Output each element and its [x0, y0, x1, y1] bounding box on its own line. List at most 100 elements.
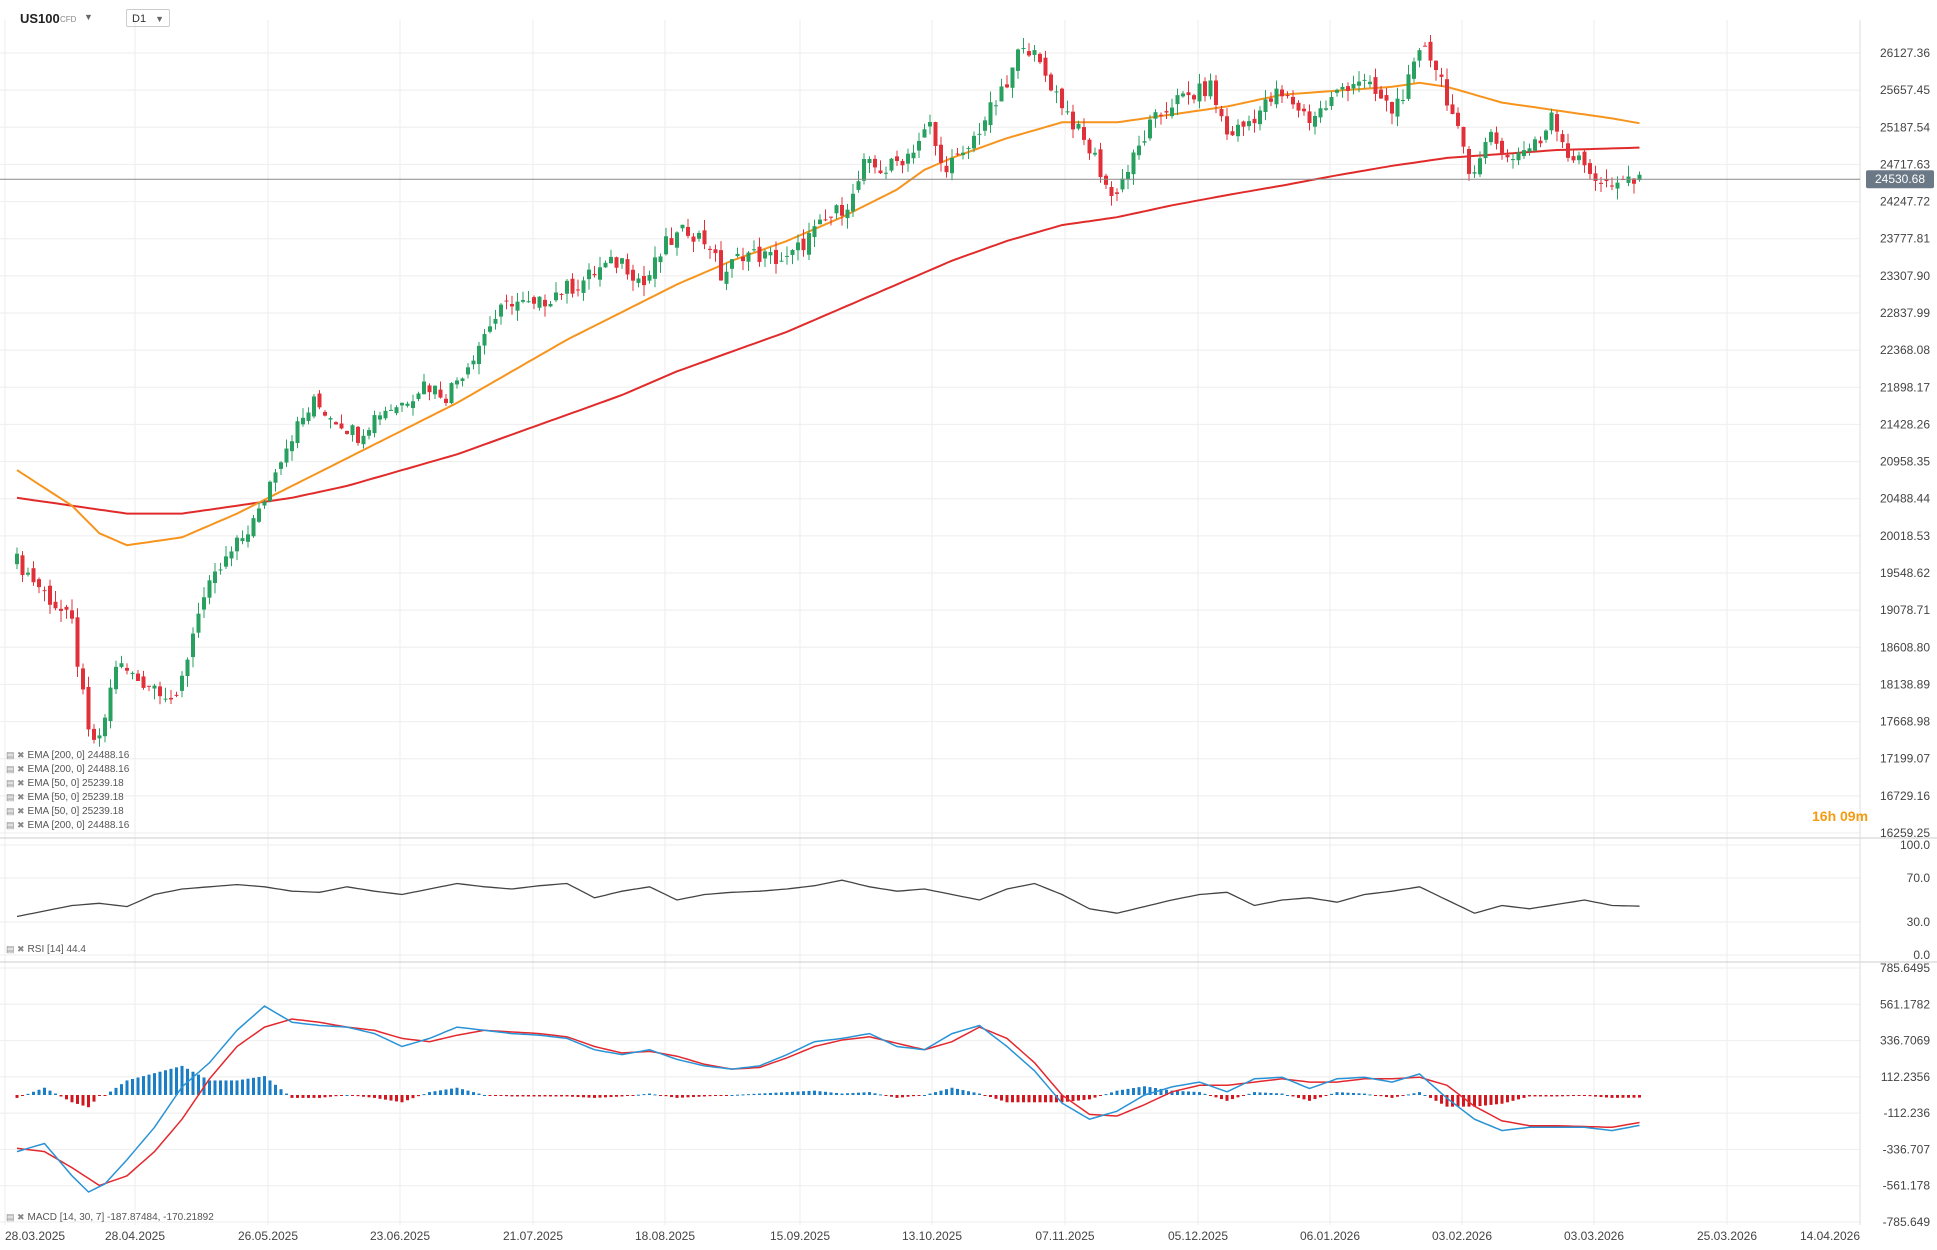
candle-body [1065, 111, 1070, 113]
macd-hist-bar [543, 1095, 547, 1097]
candle-body [1577, 155, 1581, 161]
candle-body [570, 278, 575, 294]
candle-body [97, 735, 102, 739]
candle-body [1494, 132, 1499, 144]
candle-body [15, 553, 19, 565]
settings-icon[interactable]: ▤ ✖ [6, 944, 25, 954]
ema-legend-item[interactable]: ▤ ✖ EMA [200, 0] 24488.16 [6, 820, 129, 831]
candle-body [1159, 114, 1163, 116]
candle-body [1566, 143, 1570, 158]
candle-body [1016, 49, 1020, 71]
ema-legend-item[interactable]: ▤ ✖ EMA [50, 0] 25239.18 [6, 792, 124, 803]
macd-hist-bar [65, 1095, 68, 1100]
macd-hist-bar [796, 1091, 800, 1095]
macd-hist-bar [818, 1091, 822, 1095]
settings-icon[interactable]: ▤ ✖ [6, 820, 25, 830]
macd-hist-bar [318, 1095, 321, 1098]
candle-body [653, 257, 657, 279]
macd-hist-bar [1121, 1089, 1124, 1095]
candle-body [455, 380, 459, 385]
macd-hist-bar [461, 1089, 464, 1095]
candle-body [724, 271, 729, 284]
timeframe-selector[interactable]: D1 ▼ [126, 9, 170, 27]
macd-hist-bar [1363, 1093, 1366, 1095]
ema-legend-item[interactable]: ▤ ✖ EMA [50, 0] 25239.18 [6, 778, 124, 789]
candle-body [708, 248, 712, 250]
candle-body [1093, 152, 1097, 155]
macd-hist-bar [1016, 1095, 1020, 1103]
macd-hist-bar [43, 1087, 46, 1096]
candle-body [147, 685, 151, 687]
macd-hist-bar [1462, 1095, 1465, 1107]
y-tick-label: 20958.35 [1880, 455, 1930, 469]
macd-hist-bar [1495, 1095, 1498, 1105]
macd-hist-bar [1165, 1089, 1168, 1095]
candle-body [427, 385, 432, 393]
candle-body [290, 441, 294, 452]
macd-hist-bar [802, 1091, 805, 1095]
macd-hist-bar [499, 1095, 503, 1096]
x-tick-label: 06.01.2026 [1300, 1229, 1360, 1243]
y-tick-label: 21428.26 [1880, 417, 1930, 431]
ema-200-path [16, 146, 1640, 515]
macd-legend[interactable]: ▤ ✖ MACD [14, 30, 7] -187.87484, -170.218… [6, 1212, 214, 1223]
candle-body [785, 255, 789, 257]
candle-body [37, 579, 41, 588]
macd-hist-bar [791, 1091, 794, 1095]
macd-hist-bar [1599, 1095, 1603, 1098]
candle-body [757, 246, 762, 262]
symbol-dropdown-icon[interactable]: ▼ [84, 12, 93, 22]
symbol-selector[interactable]: US100 [20, 11, 60, 26]
ema-legend-item[interactable]: ▤ ✖ EMA [50, 0] 25239.18 [6, 806, 124, 817]
macd-hist-bar [527, 1095, 530, 1097]
macd-hist-bar [576, 1095, 580, 1098]
macd-hist-bar [351, 1095, 354, 1096]
settings-icon[interactable]: ▤ ✖ [6, 792, 25, 802]
candle-body [136, 673, 140, 682]
candle-body [1461, 126, 1466, 147]
candle-body [301, 417, 305, 425]
macd-hist-bar [516, 1095, 519, 1097]
settings-icon[interactable]: ▤ ✖ [6, 750, 25, 760]
candle-body [609, 256, 613, 264]
macd-hist-bar [521, 1095, 525, 1097]
candle-body [1406, 74, 1411, 99]
macd-hist-bar [92, 1095, 96, 1102]
macd-hist-bar [1555, 1095, 1559, 1097]
candle-body [345, 430, 349, 434]
candle-body [900, 160, 905, 166]
candle-body [1192, 95, 1196, 100]
settings-icon[interactable]: ▤ ✖ [6, 806, 25, 816]
candle-body [295, 421, 300, 444]
candle-body [818, 219, 822, 225]
ema-legend-item[interactable]: ▤ ✖ EMA [200, 0] 24488.16 [6, 764, 129, 775]
candle-body [1005, 84, 1009, 88]
macd-hist-bar [989, 1095, 992, 1098]
macd-hist-bar [1242, 1095, 1245, 1096]
macd-hist-bar [98, 1095, 101, 1096]
candle-body [268, 481, 272, 502]
macd-hist-bar [1533, 1095, 1537, 1097]
x-tick-label: 21.07.2025 [503, 1229, 563, 1243]
settings-icon[interactable]: ▤ ✖ [6, 778, 25, 788]
macd-hist-bar [560, 1095, 563, 1097]
candle-body [1219, 109, 1224, 117]
candle-body [697, 232, 701, 239]
settings-icon[interactable]: ▤ ✖ [6, 764, 25, 774]
settings-icon[interactable]: ▤ ✖ [6, 1212, 25, 1222]
macd-hist-bar [312, 1095, 316, 1098]
macd-hist-bar [1638, 1095, 1641, 1098]
macd-hist-bar [197, 1074, 200, 1096]
macd-hist-bar [1225, 1095, 1229, 1101]
macd-hist-bar [648, 1093, 651, 1095]
macd-hist-bar [1055, 1095, 1058, 1103]
rsi-legend[interactable]: ▤ ✖ RSI [14] 44.4 [6, 944, 86, 955]
candle-body [1500, 140, 1504, 155]
candle-body [438, 389, 443, 398]
macd-hist-bar [598, 1095, 602, 1098]
macd-hist-bar [532, 1095, 536, 1097]
candle-body [1588, 163, 1592, 174]
ema-legend-item[interactable]: ▤ ✖ EMA [200, 0] 24488.16 [6, 750, 129, 761]
candle-body [1109, 187, 1114, 196]
